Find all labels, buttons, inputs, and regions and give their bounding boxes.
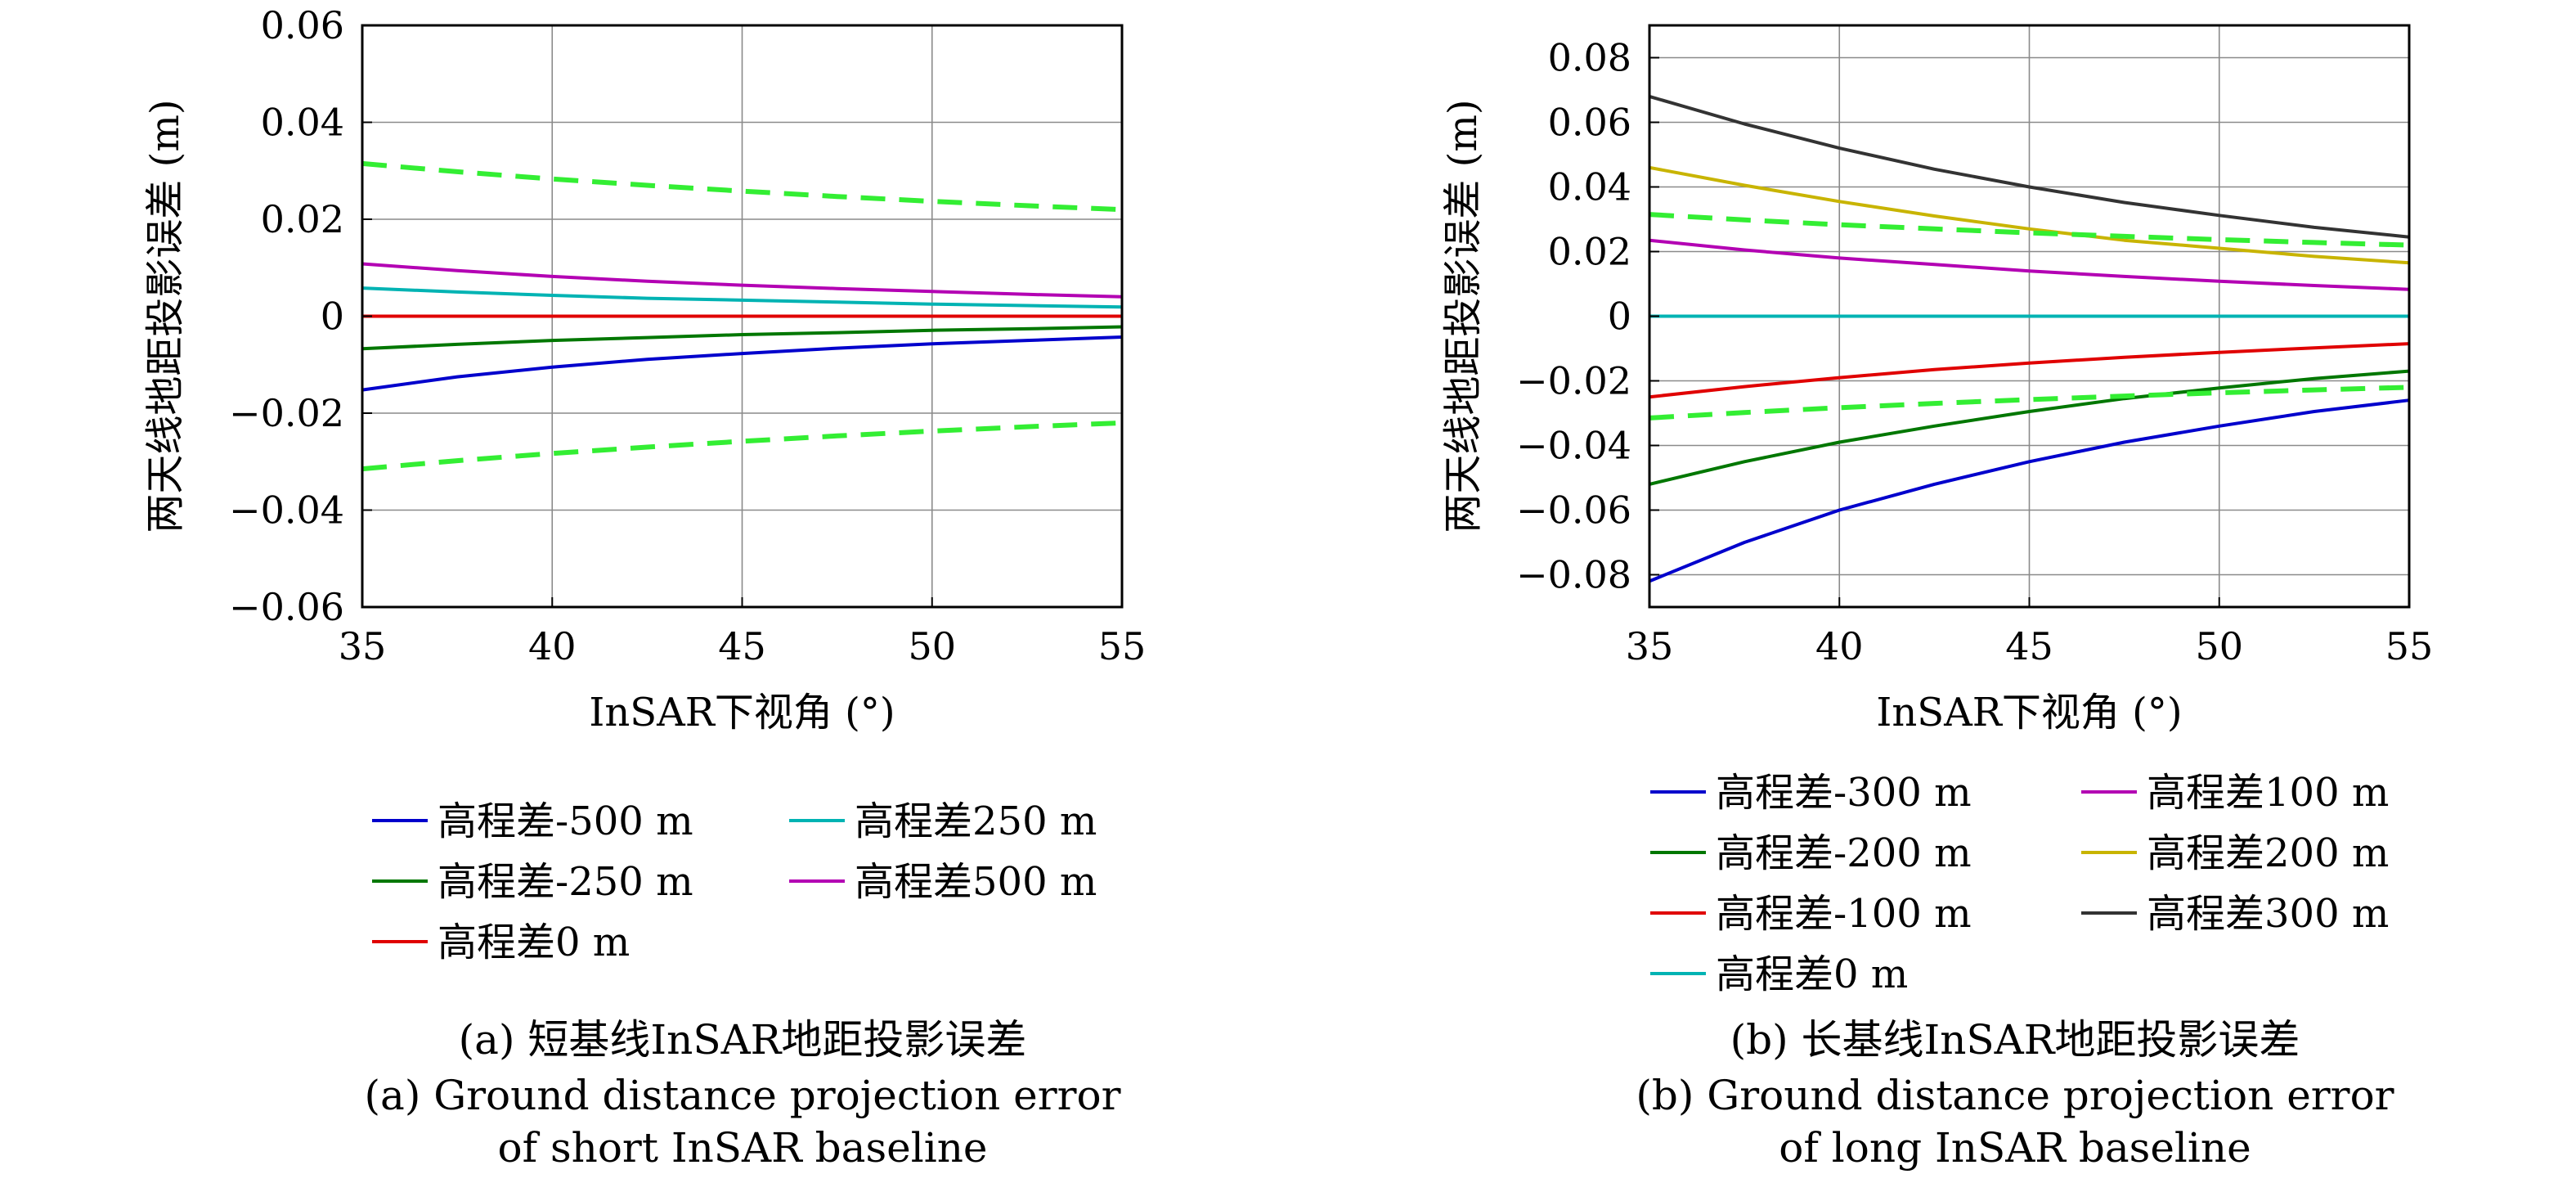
y-tick-label: −0.04 xyxy=(229,488,344,533)
legend-label: 高程差-100 m xyxy=(1716,891,1972,937)
x-tick-label: 35 xyxy=(1626,624,1674,668)
y-tick-label: −0.02 xyxy=(229,391,344,435)
caption-english-line2: of short InSAR baseline xyxy=(497,1124,987,1172)
legend-label: 高程差250 m xyxy=(855,798,1097,844)
panel-a-short-baseline: 35 40 45 50 55 −0.06 −0.04 −0.02 0 0.02 0.04 0.06 In… xyxy=(142,3,1146,1172)
y-tick-label: 0 xyxy=(321,295,344,339)
y-tick-label: 0.04 xyxy=(1548,165,1631,209)
x-tick-label: 40 xyxy=(528,624,577,668)
legend-label: 高程差500 m xyxy=(855,859,1097,905)
legend-label: 高程差-200 m xyxy=(1716,830,1972,876)
threshold-dashed-line xyxy=(1649,385,2410,421)
series-line xyxy=(1649,342,2410,399)
caption-chinese: (b) 长基线InSAR地距投影误差 xyxy=(1730,1016,2300,1064)
series-line xyxy=(1649,398,2410,583)
x-tick-label: 40 xyxy=(1815,624,1864,668)
y-tick-label: 0.06 xyxy=(261,3,344,47)
legend-label: 高程差-300 m xyxy=(1716,770,1972,816)
legend-label: 高程差100 m xyxy=(2147,770,2389,816)
x-tick-label: 45 xyxy=(718,624,766,668)
y-tick-label: −0.06 xyxy=(229,585,344,629)
y-tick-label: 0.06 xyxy=(1548,101,1631,145)
threshold-dashed-line xyxy=(1649,212,2410,248)
series-line xyxy=(361,262,1123,299)
series-line xyxy=(361,335,1123,392)
x-tick-label: 50 xyxy=(908,624,956,668)
x-tick-label: 50 xyxy=(2195,624,2243,668)
y-tick-label: −0.06 xyxy=(1516,488,1631,533)
y-tick-label: 0.04 xyxy=(261,101,344,145)
x-tick-label: 35 xyxy=(339,624,387,668)
y-tick-label: −0.02 xyxy=(1516,359,1631,403)
legend-label: 高程差200 m xyxy=(2147,830,2389,876)
x-tick-label: 55 xyxy=(1098,624,1147,668)
x-axis-label: InSAR下视角 (°) xyxy=(1876,690,2182,735)
series-line xyxy=(1649,94,2410,239)
y-tick-label: −0.04 xyxy=(1516,424,1631,468)
series-line xyxy=(1649,165,2410,265)
y-tick-label: −0.08 xyxy=(1516,553,1631,597)
threshold-dashed-line xyxy=(361,420,1123,472)
series-line xyxy=(1649,238,2410,291)
caption-english-line1: (b) Ground distance projection error xyxy=(1636,1072,2394,1119)
legend-label: 高程差0 m xyxy=(1716,951,1908,997)
y-tick-label: 0.02 xyxy=(261,197,344,241)
x-tick-label: 45 xyxy=(2005,624,2053,668)
legend-label: 高程差-250 m xyxy=(438,859,693,905)
y-axis-label: 两天线地距投影误差 (m) xyxy=(142,99,188,533)
series-line xyxy=(361,325,1123,351)
y-tick-label: 0.08 xyxy=(1548,36,1631,80)
series-line xyxy=(361,286,1123,309)
legend-label: 高程差0 m xyxy=(438,920,630,965)
panel-b-long-baseline: 35 40 45 50 55 −0.08 −0.06 −0.04 −0.02 0 0.02 0.04 0… xyxy=(1440,24,2434,1172)
x-axis-label: InSAR下视角 (°) xyxy=(589,690,895,735)
legend-label: 高程差-500 m xyxy=(438,798,693,844)
y-tick-label: 0.02 xyxy=(1548,230,1631,274)
caption-english-line2: of long InSAR baseline xyxy=(1779,1124,2251,1172)
caption-english-line1: (a) Ground distance projection error xyxy=(365,1072,1121,1119)
y-tick-label: 0 xyxy=(1608,295,1631,339)
legend-label: 高程差300 m xyxy=(2147,891,2389,937)
threshold-dashed-line xyxy=(361,160,1123,213)
x-tick-label: 55 xyxy=(2385,624,2434,668)
y-axis-label: 两天线地距投影误差 (m) xyxy=(1440,99,1486,533)
caption-chinese: (a) 短基线InSAR地距投影误差 xyxy=(459,1016,1027,1064)
series-line xyxy=(1649,369,2410,486)
